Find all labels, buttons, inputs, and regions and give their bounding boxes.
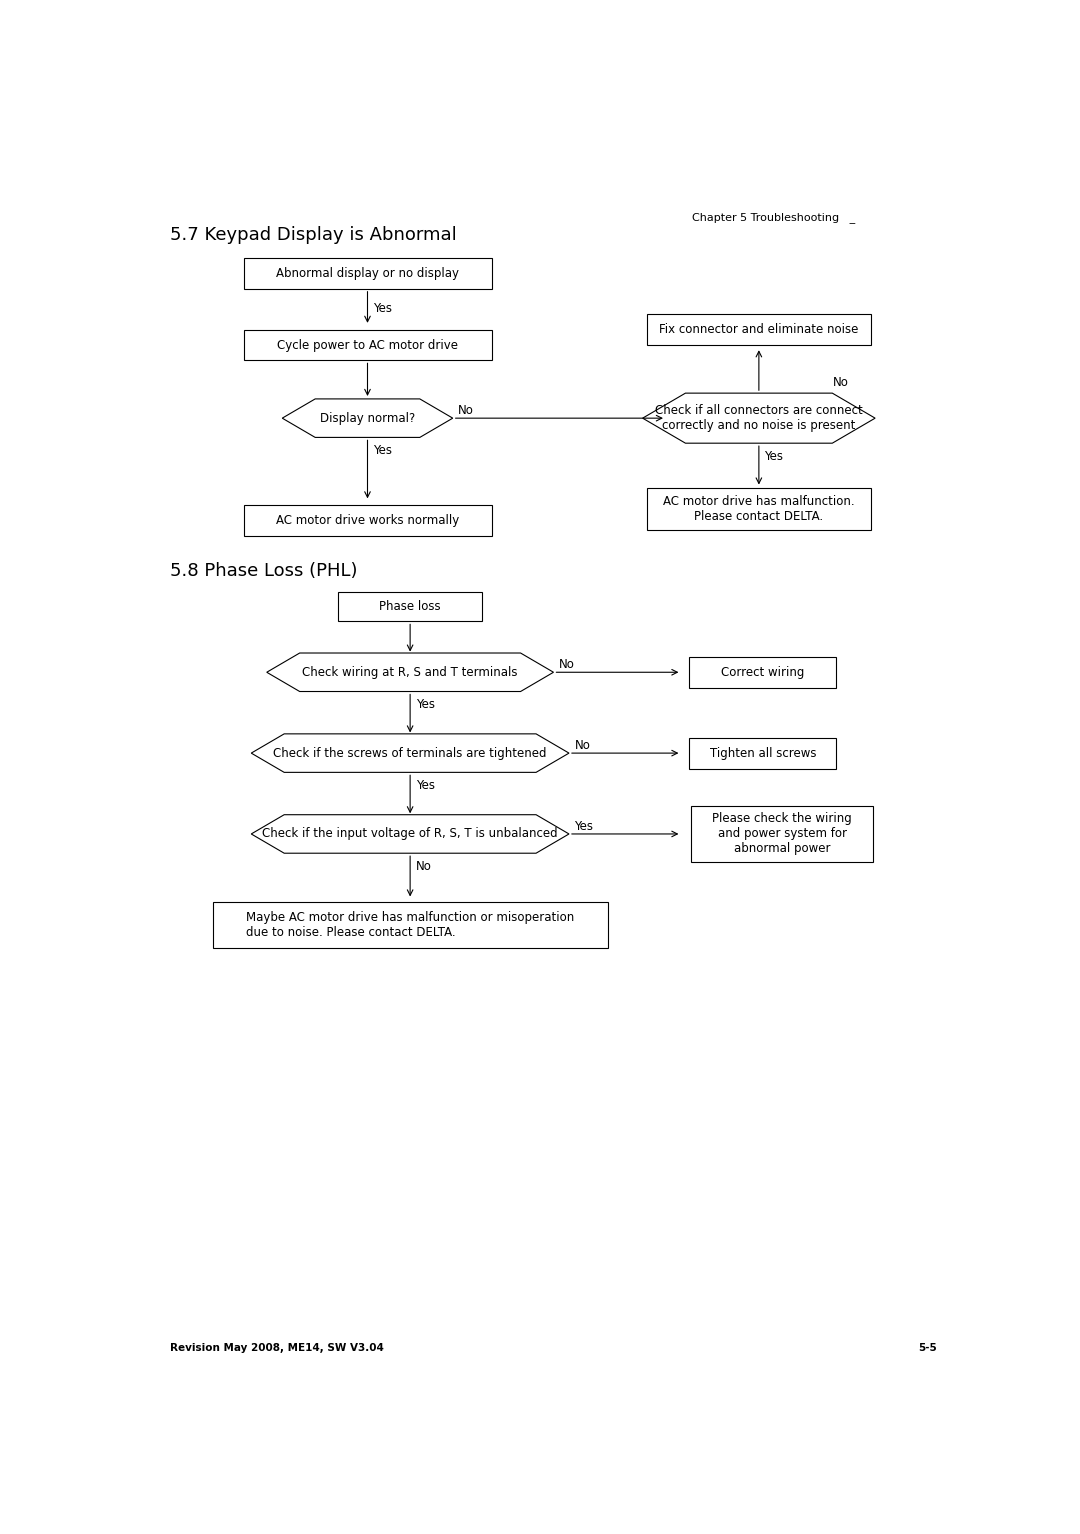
- Text: Please check the wiring
and power system for
abnormal power: Please check the wiring and power system…: [712, 813, 852, 856]
- FancyBboxPatch shape: [647, 488, 872, 531]
- Text: AC motor drive works normally: AC motor drive works normally: [275, 514, 459, 528]
- Text: Correct wiring: Correct wiring: [721, 666, 805, 678]
- Text: Yes: Yes: [416, 779, 434, 792]
- Text: Check if all connectors are connect
correctly and no noise is present: Check if all connectors are connect corr…: [654, 403, 863, 433]
- FancyBboxPatch shape: [338, 592, 482, 621]
- Text: No: No: [416, 859, 431, 873]
- Text: Abnormal display or no display: Abnormal display or no display: [276, 267, 459, 279]
- Text: No: No: [833, 376, 849, 388]
- Text: No: No: [559, 658, 575, 670]
- Text: Maybe AC motor drive has malfunction or misoperation
due to noise. Please contac: Maybe AC motor drive has malfunction or …: [246, 911, 575, 939]
- Text: Phase loss: Phase loss: [379, 600, 441, 614]
- Polygon shape: [282, 399, 453, 437]
- Text: 5.7 Keypad Display is Abnormal: 5.7 Keypad Display is Abnormal: [170, 225, 457, 244]
- Polygon shape: [252, 815, 569, 853]
- FancyBboxPatch shape: [689, 657, 836, 687]
- Polygon shape: [267, 653, 554, 692]
- Text: Check if the screws of terminals are tightened: Check if the screws of terminals are tig…: [273, 747, 546, 759]
- FancyBboxPatch shape: [689, 738, 836, 769]
- Text: Cycle power to AC motor drive: Cycle power to AC motor drive: [276, 339, 458, 351]
- Text: 5.8 Phase Loss (PHL): 5.8 Phase Loss (PHL): [170, 561, 357, 580]
- Text: Yes: Yes: [373, 443, 392, 457]
- Text: Check if the input voltage of R, S, T is unbalanced: Check if the input voltage of R, S, T is…: [262, 827, 558, 841]
- FancyBboxPatch shape: [243, 258, 491, 288]
- Text: Display normal?: Display normal?: [320, 411, 415, 425]
- FancyBboxPatch shape: [691, 807, 874, 862]
- Text: No: No: [458, 403, 474, 417]
- Text: Yes: Yes: [373, 302, 392, 316]
- FancyBboxPatch shape: [213, 902, 608, 948]
- Text: 5-5: 5-5: [918, 1344, 937, 1353]
- Text: Chapter 5 Troubleshooting   _: Chapter 5 Troubleshooting _: [692, 212, 855, 222]
- FancyBboxPatch shape: [243, 330, 491, 360]
- Polygon shape: [643, 393, 875, 443]
- Text: Yes: Yes: [416, 698, 434, 712]
- Text: No: No: [575, 739, 591, 752]
- FancyBboxPatch shape: [243, 505, 491, 535]
- Text: Revision May 2008, ME14, SW V3.04: Revision May 2008, ME14, SW V3.04: [170, 1344, 383, 1353]
- Text: Check wiring at R, S and T terminals: Check wiring at R, S and T terminals: [302, 666, 518, 678]
- Text: Yes: Yes: [575, 819, 593, 833]
- Polygon shape: [252, 733, 569, 772]
- Text: Fix connector and eliminate noise: Fix connector and eliminate noise: [659, 324, 859, 336]
- Text: Yes: Yes: [765, 449, 783, 463]
- FancyBboxPatch shape: [647, 314, 872, 345]
- Text: Tighten all screws: Tighten all screws: [710, 747, 816, 759]
- Text: AC motor drive has malfunction.
Please contact DELTA.: AC motor drive has malfunction. Please c…: [663, 495, 854, 523]
